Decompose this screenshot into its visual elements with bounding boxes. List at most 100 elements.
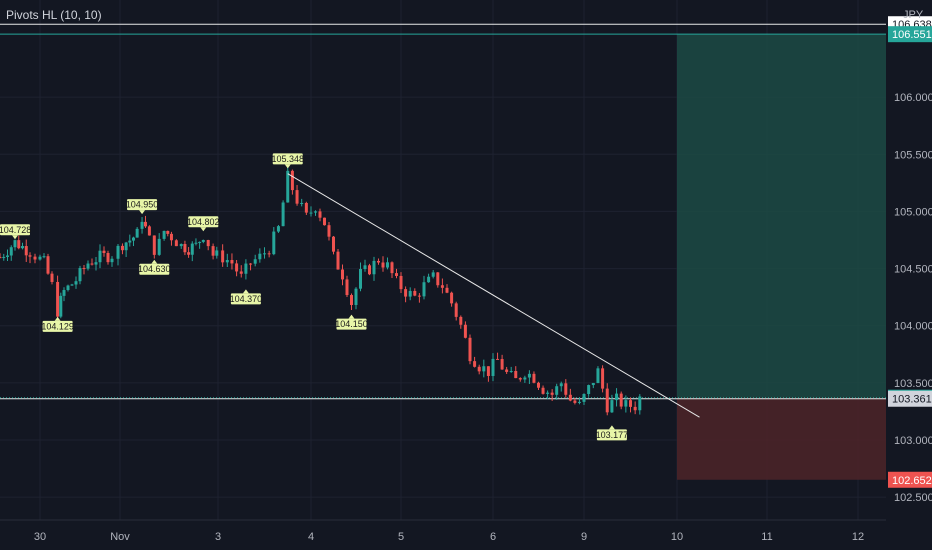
pivot-label-box — [42, 320, 73, 332]
candle — [327, 225, 331, 237]
candle — [143, 221, 147, 227]
candle — [477, 366, 481, 372]
candle — [249, 263, 253, 265]
candle — [300, 202, 304, 204]
time-tick-label: Nov — [110, 531, 130, 543]
candle — [33, 256, 37, 260]
pivot-arrow — [242, 289, 249, 294]
candle — [128, 240, 132, 243]
candle — [573, 400, 577, 403]
candle — [174, 240, 178, 247]
candle — [253, 259, 257, 264]
candle — [46, 256, 50, 274]
candle — [541, 387, 545, 394]
candle — [0, 257, 2, 259]
candle — [290, 170, 294, 191]
candle — [550, 392, 554, 395]
candle — [86, 263, 90, 269]
candle — [162, 230, 166, 239]
candle — [135, 228, 139, 238]
candle — [2, 256, 6, 258]
candle — [183, 244, 187, 253]
time-tick-label: 30 — [34, 531, 46, 543]
price-tag-box — [888, 471, 932, 488]
candle — [166, 230, 170, 234]
candle — [244, 263, 248, 274]
candle — [408, 290, 412, 297]
currency-label: JPY — [903, 9, 924, 21]
pivot-label-text: 104.370 — [230, 294, 263, 304]
candle — [440, 285, 444, 288]
pivot-label: 104.630 — [138, 259, 171, 275]
candle — [304, 202, 308, 213]
candle — [518, 378, 522, 380]
candle — [272, 231, 276, 255]
candle — [390, 262, 394, 274]
candle — [601, 368, 605, 389]
pivot-label: 103.177 — [596, 425, 628, 441]
candle — [267, 253, 271, 255]
price-tick-label: 104.500 — [894, 264, 932, 276]
candle — [486, 366, 490, 376]
axis-header: JPY — [903, 9, 924, 21]
candle — [286, 170, 290, 203]
candle — [496, 358, 500, 360]
pivot-label-box — [336, 318, 367, 330]
candle — [336, 251, 340, 270]
candle — [436, 272, 440, 286]
candle — [482, 366, 486, 372]
pivot-arrow — [608, 425, 615, 430]
pivot-labels: 104.728 104.129 104.950 104.630 104.802 104.3… — [0, 153, 628, 441]
pivot-label: 104.802 — [187, 216, 220, 232]
pivot-arrow — [200, 227, 207, 232]
candle — [354, 288, 358, 305]
candle — [157, 238, 161, 255]
indicator-label[interactable]: Pivots HL (10, 10) — [6, 8, 102, 22]
loss-zone — [677, 397, 890, 480]
candle — [90, 263, 94, 265]
pivot-label-box — [0, 224, 30, 236]
candle — [56, 281, 60, 317]
candle — [201, 240, 205, 242]
candle — [468, 337, 472, 362]
candle — [624, 400, 628, 407]
candle — [500, 359, 504, 370]
candle — [28, 255, 32, 257]
candle — [381, 262, 385, 268]
candle — [596, 368, 600, 383]
candle — [372, 260, 376, 275]
candle — [577, 401, 581, 403]
candle — [24, 246, 28, 256]
candle — [235, 263, 239, 272]
pivot-label-box — [596, 429, 627, 441]
candle — [568, 394, 572, 401]
candle — [404, 289, 408, 297]
candle — [102, 250, 106, 253]
pivot-label: 104.950 — [126, 199, 158, 215]
candle — [413, 290, 417, 296]
candle — [619, 393, 623, 407]
time-tick-label: 11 — [761, 531, 772, 543]
candle — [341, 269, 344, 280]
candle — [509, 370, 513, 372]
pivot-label-box — [127, 199, 158, 211]
candle — [345, 279, 349, 296]
candle — [395, 273, 398, 276]
candle — [332, 236, 335, 252]
horizontal-lines — [0, 23, 886, 400]
candle — [399, 275, 403, 290]
candle — [582, 394, 586, 402]
time-tick-label: 5 — [398, 531, 404, 543]
price-tick-label: 104.000 — [894, 321, 932, 333]
candle — [9, 247, 13, 256]
candle — [350, 295, 353, 305]
candle — [359, 268, 362, 289]
candle — [633, 406, 637, 411]
candle — [6, 255, 9, 257]
pivot-label: 105.348 — [271, 153, 304, 169]
candle — [427, 276, 431, 283]
candle — [94, 262, 98, 265]
candle — [532, 373, 536, 383]
